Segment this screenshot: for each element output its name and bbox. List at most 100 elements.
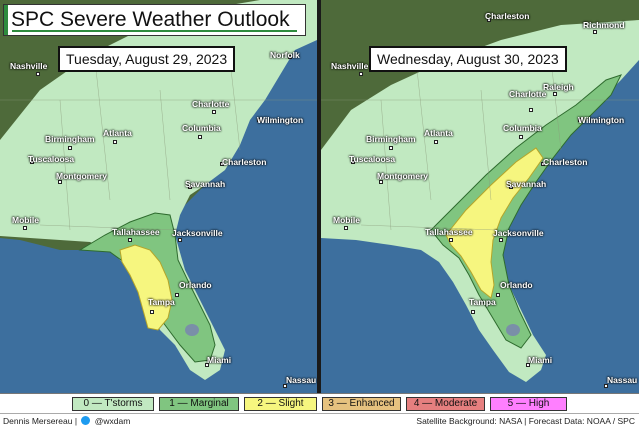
city-charlotte: Charlotte (192, 99, 230, 109)
city-dot (499, 238, 503, 242)
city-dot (604, 384, 608, 388)
city-dot (283, 384, 287, 388)
city-dot (205, 363, 209, 367)
footer-credits: Satellite Background: NASA | Forecast Da… (416, 416, 635, 426)
city-dot (58, 180, 62, 184)
city-dot (175, 293, 179, 297)
city-nashville: Nashville (331, 61, 369, 71)
city-dot (359, 72, 363, 76)
city-nashville: Nashville (10, 61, 48, 71)
author-handle[interactable]: @wxdam (94, 416, 131, 426)
city-dot (150, 310, 154, 314)
map-panel-right: Wednesday, August 30, 2023 Charleston Ri… (321, 0, 639, 393)
legend-label: 0 — T'storms (83, 398, 143, 409)
separator: | (74, 416, 80, 426)
city-tampa: Tampa (148, 297, 175, 307)
city-dot (541, 162, 545, 166)
date-label-left: Tuesday, August 29, 2023 (58, 46, 236, 72)
city-dot (449, 238, 453, 242)
city-richmond: Richmond (583, 20, 625, 30)
legend-item-enhanced: 3 — Enhanced (322, 397, 401, 411)
state-borders (0, 59, 317, 231)
city-atlanta: Atlanta (424, 128, 453, 138)
footer: Dennis Mersereau | @wxdam Satellite Back… (0, 413, 639, 429)
city-dot (220, 162, 224, 166)
footer-credit-left: Dennis Mersereau | @wxdam (3, 416, 130, 426)
city-orlando: Orlando (179, 280, 212, 290)
legend-label: 4 — Moderate (413, 398, 478, 409)
city-dot (553, 92, 557, 96)
legend-item-tstorms: 0 — T'storms (72, 397, 154, 411)
city-tampa: Tampa (469, 297, 496, 307)
city-dot (198, 135, 202, 139)
city-dot (30, 160, 34, 164)
city-savannah: Savannah (506, 179, 547, 189)
legend-label: 2 — Slight (257, 398, 304, 409)
city-dot (212, 110, 216, 114)
city-charlotte: Charlotte (509, 89, 547, 99)
city-charleston-wv: Charleston (485, 11, 530, 21)
legend-item-high: 5 — High (490, 397, 567, 411)
city-wilmington: Wilmington (257, 115, 304, 125)
state-borders (321, 59, 639, 231)
city-jacksonville: Jacksonville (172, 228, 223, 238)
title-box: SPC Severe Weather Outlook (3, 4, 306, 36)
city-dot (68, 146, 72, 150)
city-dot (344, 226, 348, 230)
twitter-icon (81, 416, 91, 425)
city-miami: Miami (207, 355, 232, 365)
tstorm-area (0, 0, 317, 380)
city-birmingham: Birmingham (45, 134, 95, 144)
title-underline (12, 30, 297, 32)
legend-item-marginal: 1 — Marginal (159, 397, 239, 411)
city-dot (471, 310, 475, 314)
city-tallahassee: Tallahassee (112, 227, 160, 237)
city-columbia: Columbia (182, 123, 221, 133)
city-dot (529, 108, 533, 112)
city-dot (351, 160, 355, 164)
city-montgomery: Montgomery (56, 171, 107, 181)
city-dot (257, 118, 261, 122)
city-atlanta: Atlanta (103, 128, 132, 138)
city-tallahassee: Tallahassee (425, 227, 473, 237)
lake-okeechobee (185, 324, 199, 336)
city-mobile: Mobile (12, 215, 39, 225)
legend-label: 5 — High (507, 398, 550, 409)
city-tuscaloosa: Tuscaloosa (28, 154, 75, 164)
city-dot (526, 363, 530, 367)
legend-label: 1 — Marginal (169, 398, 229, 409)
city-dot (434, 140, 438, 144)
city-dot (128, 238, 132, 242)
city-dot (496, 293, 500, 297)
lake-okeechobee (506, 324, 520, 336)
city-dot (288, 55, 292, 59)
slight-area (445, 147, 544, 299)
city-charleston: Charleston (222, 157, 267, 167)
page-title: SPC Severe Weather Outlook (11, 8, 290, 31)
city-dot (593, 30, 597, 34)
city-savannah: Savannah (185, 179, 226, 189)
city-dot (487, 18, 491, 22)
city-jacksonville: Jacksonville (493, 228, 544, 238)
city-birmingham: Birmingham (366, 134, 416, 144)
city-dot (178, 238, 182, 242)
city-nassau: Nassau (607, 375, 638, 385)
city-mobile: Mobile (333, 215, 360, 225)
city-miami: Miami (528, 355, 553, 365)
date-label-right: Wednesday, August 30, 2023 (369, 46, 567, 72)
city-charleston: Charleston (543, 157, 588, 167)
author-name: Dennis Mersereau (3, 416, 73, 426)
city-raleigh: Raleigh (543, 82, 574, 92)
city-dot (509, 185, 513, 189)
city-dot (23, 226, 27, 230)
city-dot (578, 118, 582, 122)
map-panel-left: Tuesday, August 29, 2023 Nashville Norfo… (0, 0, 317, 393)
legend-item-moderate: 4 — Moderate (406, 397, 485, 411)
city-dot (36, 72, 40, 76)
city-wilmington: Wilmington (578, 115, 625, 125)
legend-label: 3 — Enhanced (328, 398, 395, 409)
city-dot (519, 135, 523, 139)
city-dot (188, 185, 192, 189)
city-dot (113, 140, 117, 144)
title-accent (4, 5, 8, 35)
